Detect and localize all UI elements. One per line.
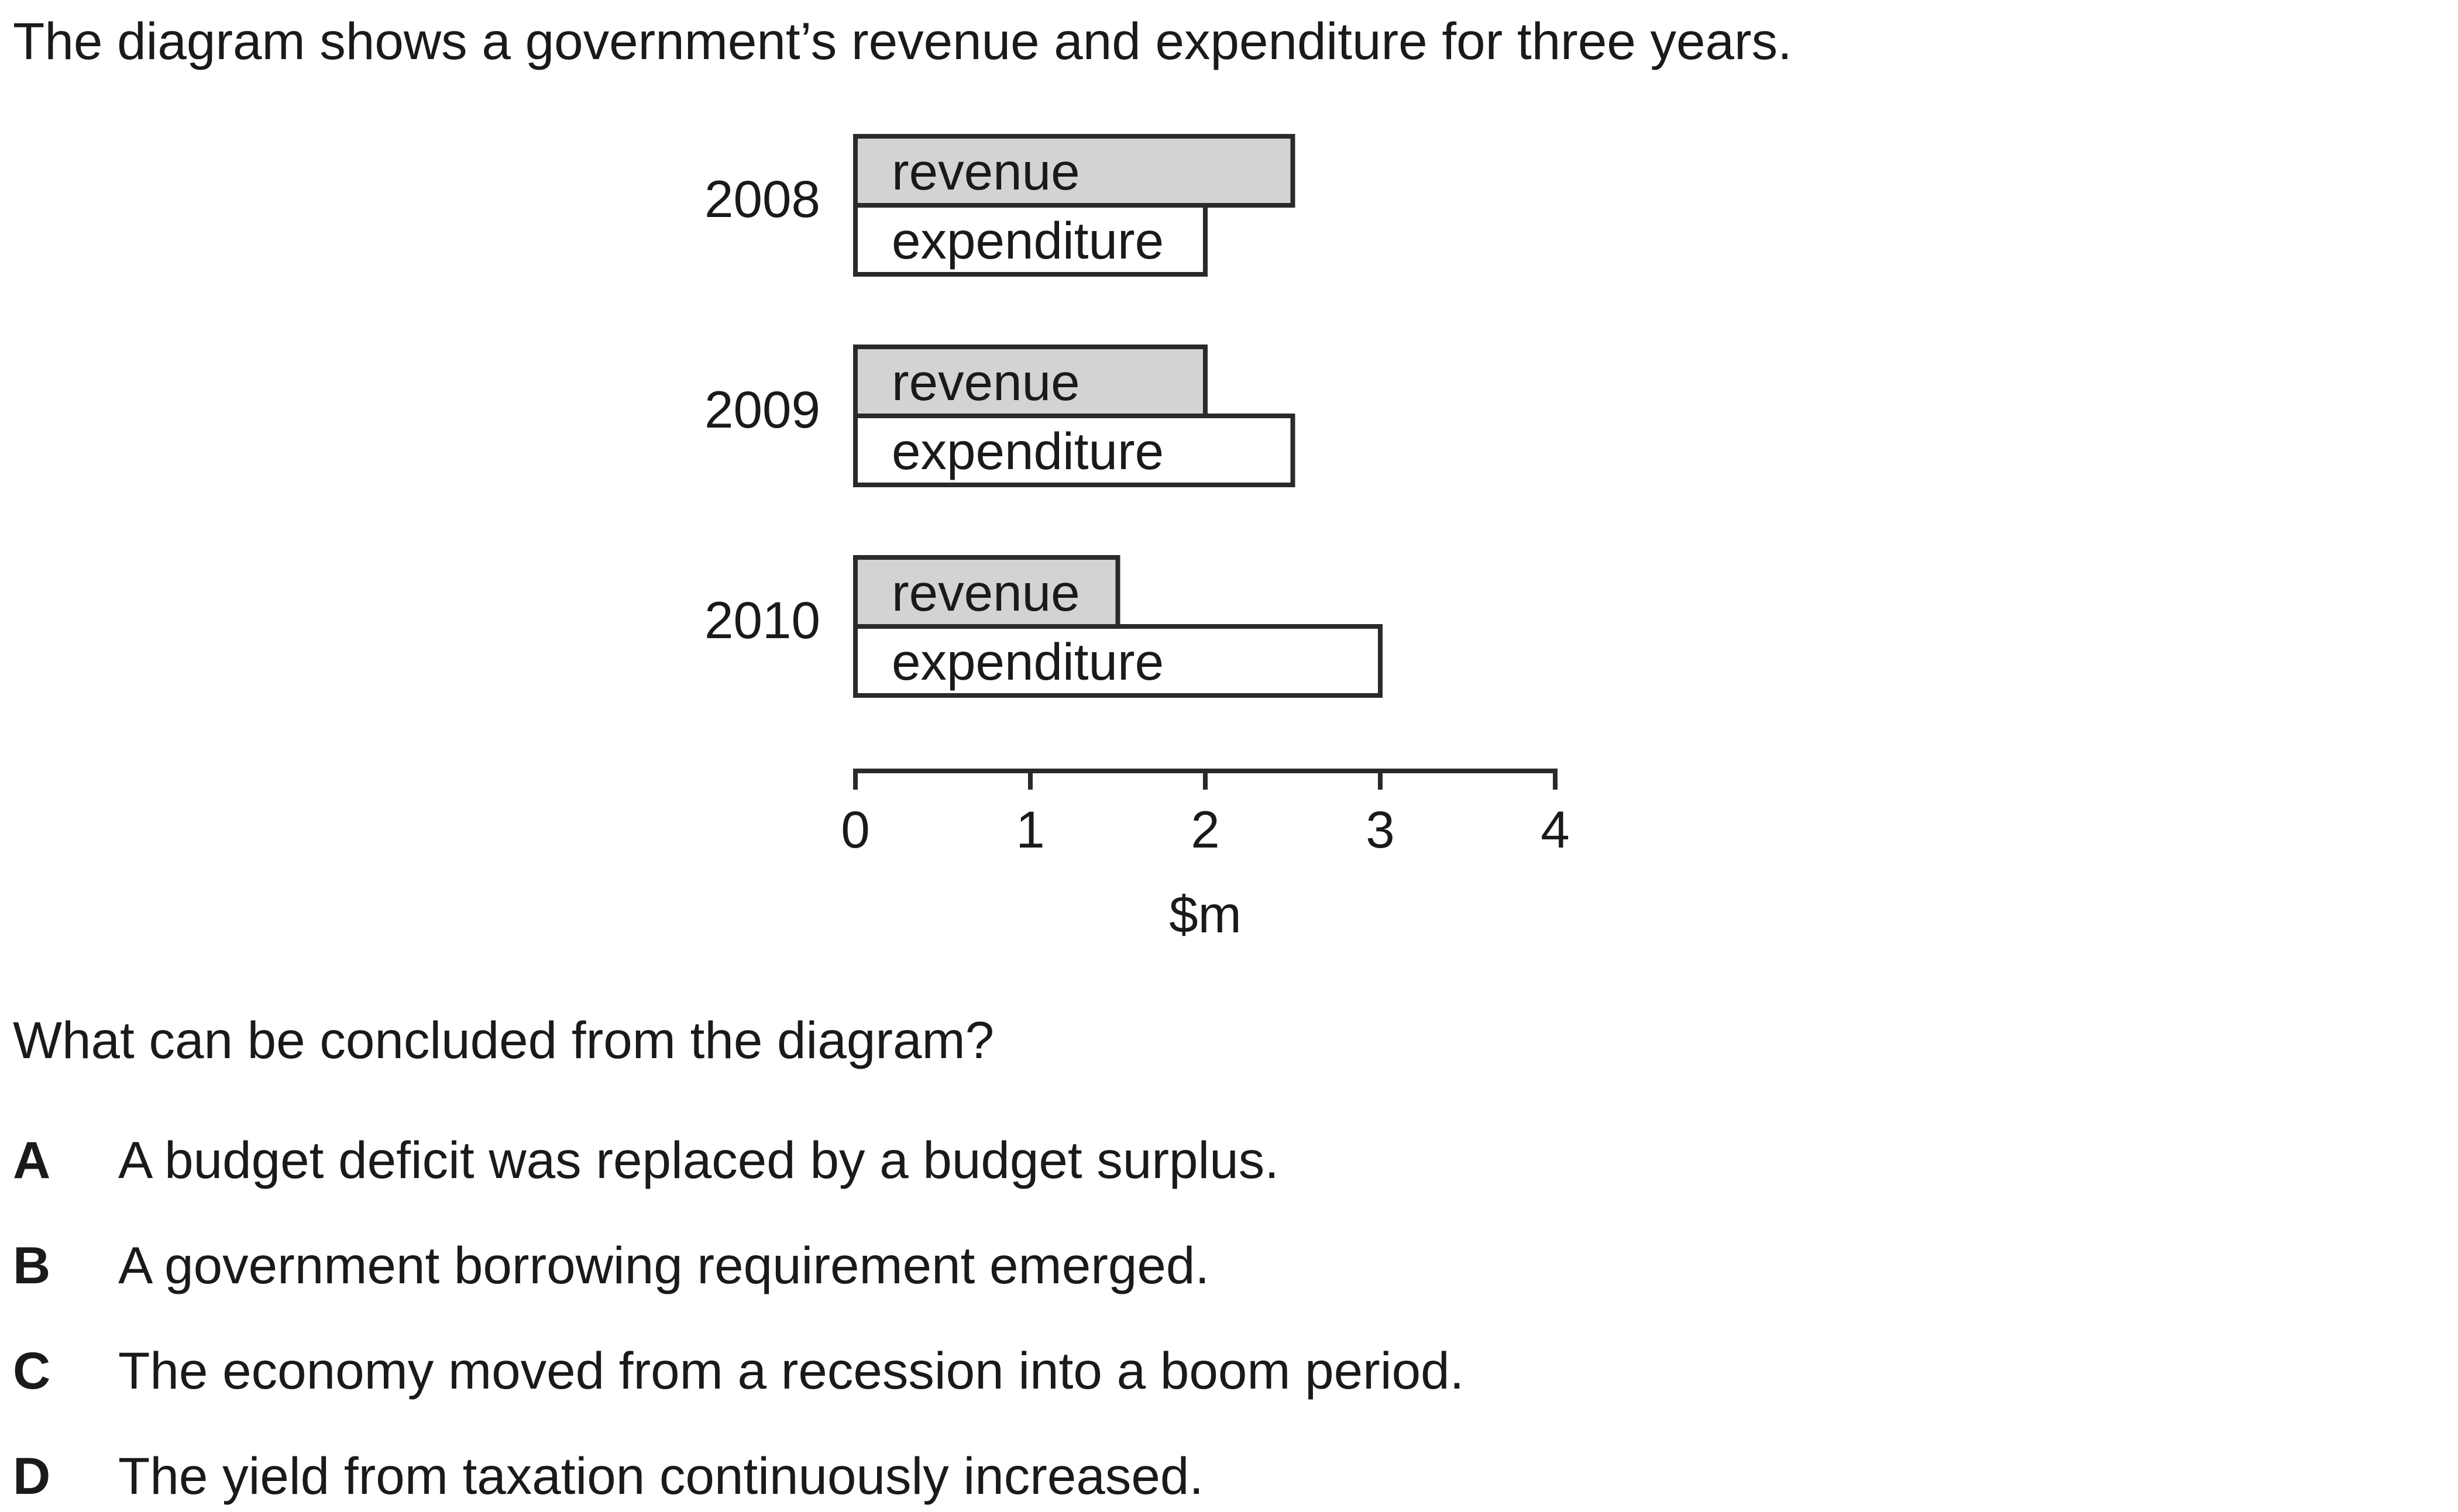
revenue-bar-2009 (853, 345, 1208, 418)
expenditure-label-2010: expenditure (892, 632, 1164, 691)
expenditure-bar-2009 (853, 414, 1295, 487)
expenditure-label-2009: expenditure (892, 422, 1164, 480)
revenue-label-2009: revenue (892, 353, 1080, 411)
option-a-letter: A (13, 1131, 51, 1189)
year-label-2008: 2008 (704, 170, 820, 228)
expenditure-bar-2008 (853, 203, 1208, 277)
year-label-2009: 2009 (704, 380, 820, 439)
x-axis-title: $m (1169, 885, 1242, 943)
expenditure-label-2008: expenditure (892, 211, 1164, 270)
option-c-text: The economy moved from a recession into … (118, 1341, 1465, 1400)
x-tick-label-1: 1 (1016, 800, 1045, 859)
bars-layer: 2008 revenue expenditure 2009 revenue expendi… (704, 134, 1383, 698)
x-tick-label-2: 2 (1191, 800, 1220, 859)
expenditure-bar-2010 (853, 624, 1383, 698)
option-b-text: A government borrowing requirement emerg… (118, 1236, 1210, 1294)
year-label-2010: 2010 (704, 591, 820, 649)
question-text: What can be concluded from the diagram? (13, 1011, 995, 1069)
x-tick-label-3: 3 (1366, 800, 1395, 859)
option-b-letter: B (13, 1236, 51, 1294)
x-tick-label-0: 0 (841, 800, 870, 859)
x-axis: 0 1 2 3 4 $m (841, 769, 1570, 943)
revenue-label-2010: revenue (892, 563, 1080, 622)
revenue-expenditure-chart: 2008 revenue expenditure 2009 revenue expendi… (704, 134, 1570, 943)
option-d-text: The yield from taxation continuously inc… (118, 1446, 1204, 1505)
option-d-letter: D (13, 1446, 51, 1505)
option-a-text: A budget deficit was replaced by a budge… (118, 1131, 1279, 1189)
revenue-label-2008: revenue (892, 142, 1080, 201)
revenue-bar-2008 (853, 134, 1295, 208)
option-c-letter: C (13, 1341, 51, 1400)
x-tick-label-4: 4 (1541, 800, 1570, 859)
intro-text: The diagram shows a government’s revenue… (13, 12, 1792, 70)
